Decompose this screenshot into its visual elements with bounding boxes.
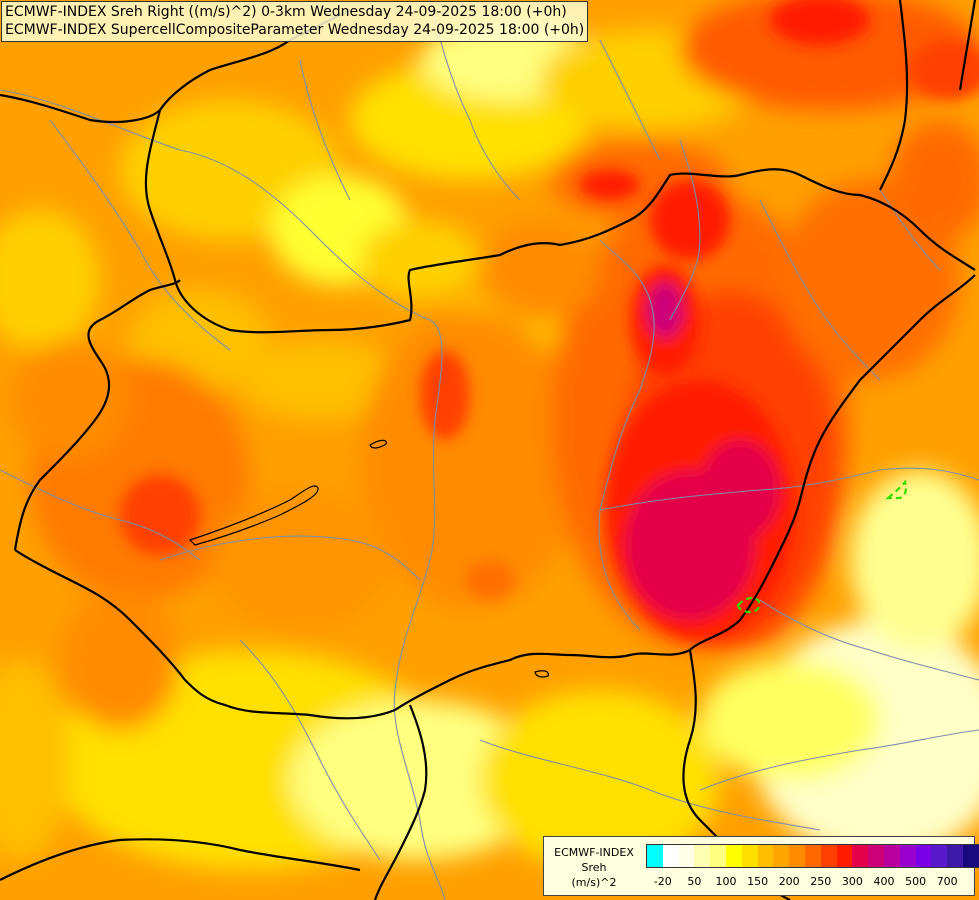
legend-swatch (694, 845, 711, 867)
legend-tick-label: 100 (715, 875, 737, 888)
legend-title-variable: Sreh (581, 861, 607, 874)
header-title-line-2: ECMWF-INDEX SupercellCompositeParameter … (5, 22, 585, 38)
legend-tick-label: 200 (778, 875, 800, 888)
legend-tick-label: 500 (905, 875, 927, 888)
legend-tick-label: 300 (841, 875, 863, 888)
legend-color-scale (646, 844, 979, 868)
legend-swatch (678, 845, 695, 867)
legend-swatch (662, 845, 679, 867)
lakes (188, 439, 549, 678)
legend-swatch (647, 845, 663, 867)
legend-title-unit: (m/s)^2 (571, 876, 617, 889)
legend-swatch (757, 845, 774, 867)
legend-swatch (741, 845, 758, 867)
legend-swatch (931, 845, 948, 867)
legend-title: ECMWF-INDEX Sreh (m/s)^2 (544, 845, 644, 890)
legend-swatch (725, 845, 742, 867)
legend-tick-label: 50 (687, 875, 702, 888)
legend-tick-label: 250 (810, 875, 832, 888)
legend-tick-labels: -20 50 100 150 200 250 300 400 500 700 (646, 875, 966, 891)
color-legend: ECMWF-INDEX Sreh (m/s)^2 -20 50 100 150 200 2… (543, 836, 979, 896)
legend-swatch (836, 845, 853, 867)
legend-swatch (899, 845, 916, 867)
legend-title-model: ECMWF-INDEX (554, 846, 634, 859)
map-header: ECMWF-INDEX Sreh Right ((m/s)^2) 0-3km W… (1, 1, 589, 42)
legend-swatch (852, 845, 869, 867)
legend-swatch (868, 845, 884, 867)
legend-swatch (710, 845, 726, 867)
legend-swatch (820, 845, 837, 867)
legend-swatch (773, 845, 790, 867)
sreh-core (120, 0, 979, 640)
legend-swatch (947, 845, 963, 867)
legend-swatch (804, 845, 821, 867)
legend-swatch (962, 845, 979, 867)
legend-tick-label: 700 (936, 875, 958, 888)
legend-swatch (789, 845, 805, 867)
scp-contours (736, 479, 908, 614)
legend-tick-label: 150 (747, 875, 769, 888)
legend-swatch (915, 845, 932, 867)
legend-swatch (883, 845, 900, 867)
legend-tick-label: -20 (653, 875, 672, 888)
header-title-line-1: ECMWF-INDEX Sreh Right ((m/s)^2) 0-3km W… (5, 4, 567, 20)
legend-tick-label: 400 (873, 875, 895, 888)
